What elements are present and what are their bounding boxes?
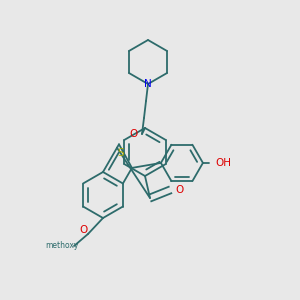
Text: methoxy: methoxy [45,242,79,250]
Text: O: O [176,185,184,195]
Text: OH: OH [215,158,231,168]
Text: N: N [144,79,152,89]
Text: O: O [130,129,138,139]
Text: S: S [118,148,124,158]
Text: O: O [79,225,87,235]
